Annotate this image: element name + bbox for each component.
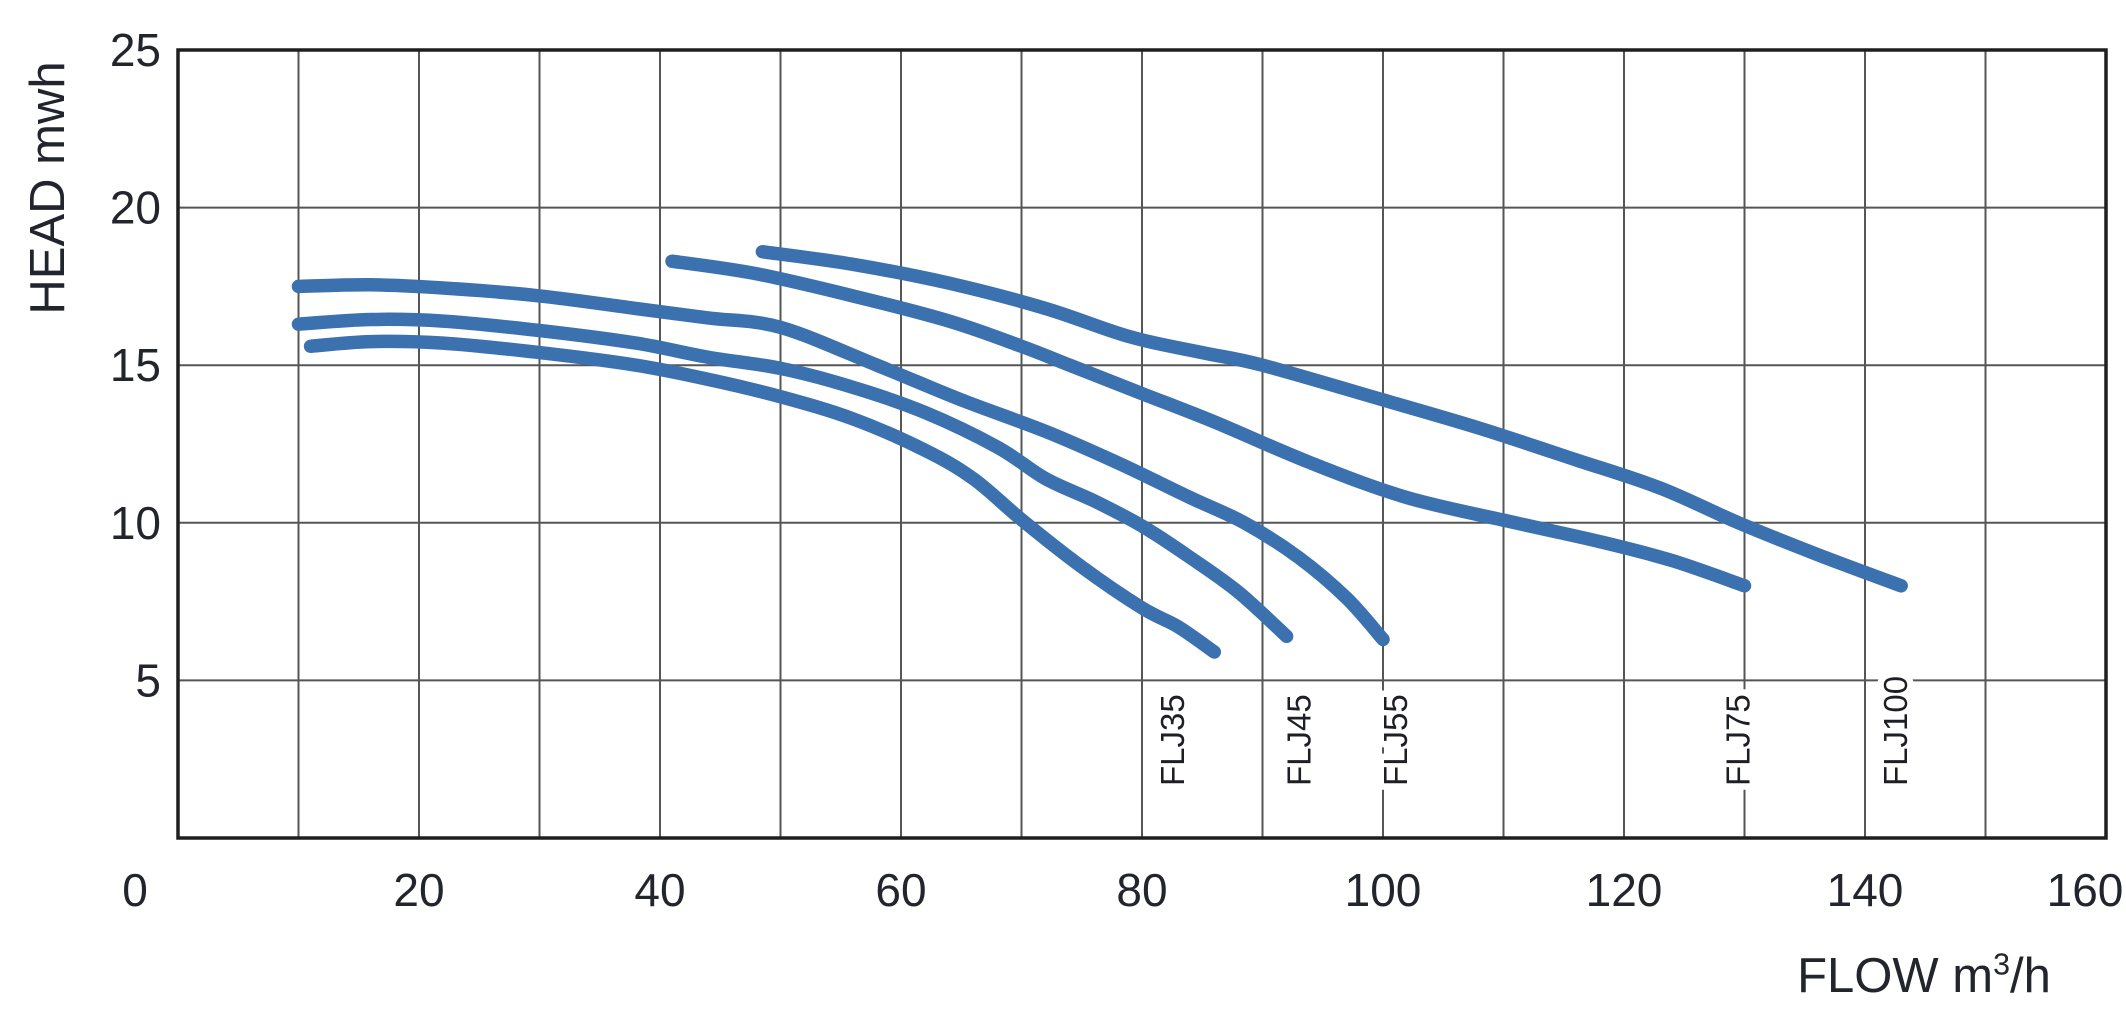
curve-FLJ35 — [303, 334, 1222, 659]
curve-label-FLJ75: FLJ75 — [1719, 694, 1756, 786]
y-tick-label-5: 5 — [135, 654, 161, 706]
x-tick-label-100: 100 — [1345, 864, 1422, 916]
x-axis-title-suffix: /h — [2010, 949, 2051, 1003]
x-tick-label-80: 80 — [1116, 864, 1167, 916]
y-tick-label-10: 10 — [110, 497, 161, 549]
x-tick-label-20: 20 — [393, 864, 444, 916]
y-tick-label-15: 15 — [110, 339, 161, 391]
curve-FLJ55 — [291, 278, 1390, 647]
curve-FLJ75 — [665, 254, 1752, 593]
x-tick-label-120: 120 — [1586, 864, 1663, 916]
x-axis-title: FLOW m3/h — [1734, 948, 2114, 1004]
y-axis-title-text: HEAD mwh — [21, 61, 75, 315]
plot-border — [176, 48, 2108, 840]
x-tick-label-40: 40 — [634, 864, 685, 916]
x-tick-label-160: 160 — [2047, 864, 2124, 916]
x-axis-title-superscript: 3 — [1993, 947, 2010, 982]
curve-FLJ45 — [291, 312, 1294, 644]
y-tick-label-20: 20 — [110, 182, 161, 234]
y-tick-label-25: 25 — [110, 24, 161, 76]
curve-FLJ100 — [755, 244, 1908, 593]
y-axis-title: HEAD mwh — [20, 55, 75, 321]
x-tick-label-60: 60 — [875, 864, 926, 916]
x-axis-title-prefix: FLOW m — [1797, 949, 1994, 1003]
curve-label-FLJ45: FLJ45 — [1281, 694, 1318, 786]
curve-label-FLJ55: FLJ55 — [1377, 694, 1414, 786]
curve-label-FLJ35: FLJ35 — [1154, 694, 1191, 786]
curve-label-FLJ100: FLJ100 — [1877, 676, 1914, 786]
x-tick-label-140: 140 — [1827, 864, 1904, 916]
x-tick-label-0: 0 — [122, 864, 148, 916]
